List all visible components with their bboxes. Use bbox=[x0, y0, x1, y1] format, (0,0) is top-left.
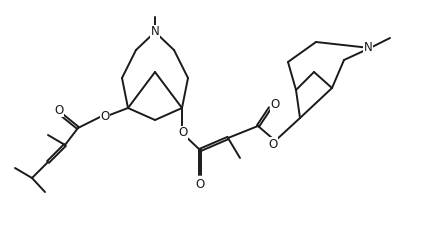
Text: O: O bbox=[179, 127, 188, 139]
Text: O: O bbox=[268, 138, 277, 150]
Text: O: O bbox=[195, 179, 205, 191]
Text: N: N bbox=[151, 26, 159, 38]
Text: N: N bbox=[364, 42, 372, 54]
Text: O: O bbox=[270, 98, 280, 112]
Text: O: O bbox=[55, 104, 63, 116]
Text: O: O bbox=[100, 110, 110, 122]
